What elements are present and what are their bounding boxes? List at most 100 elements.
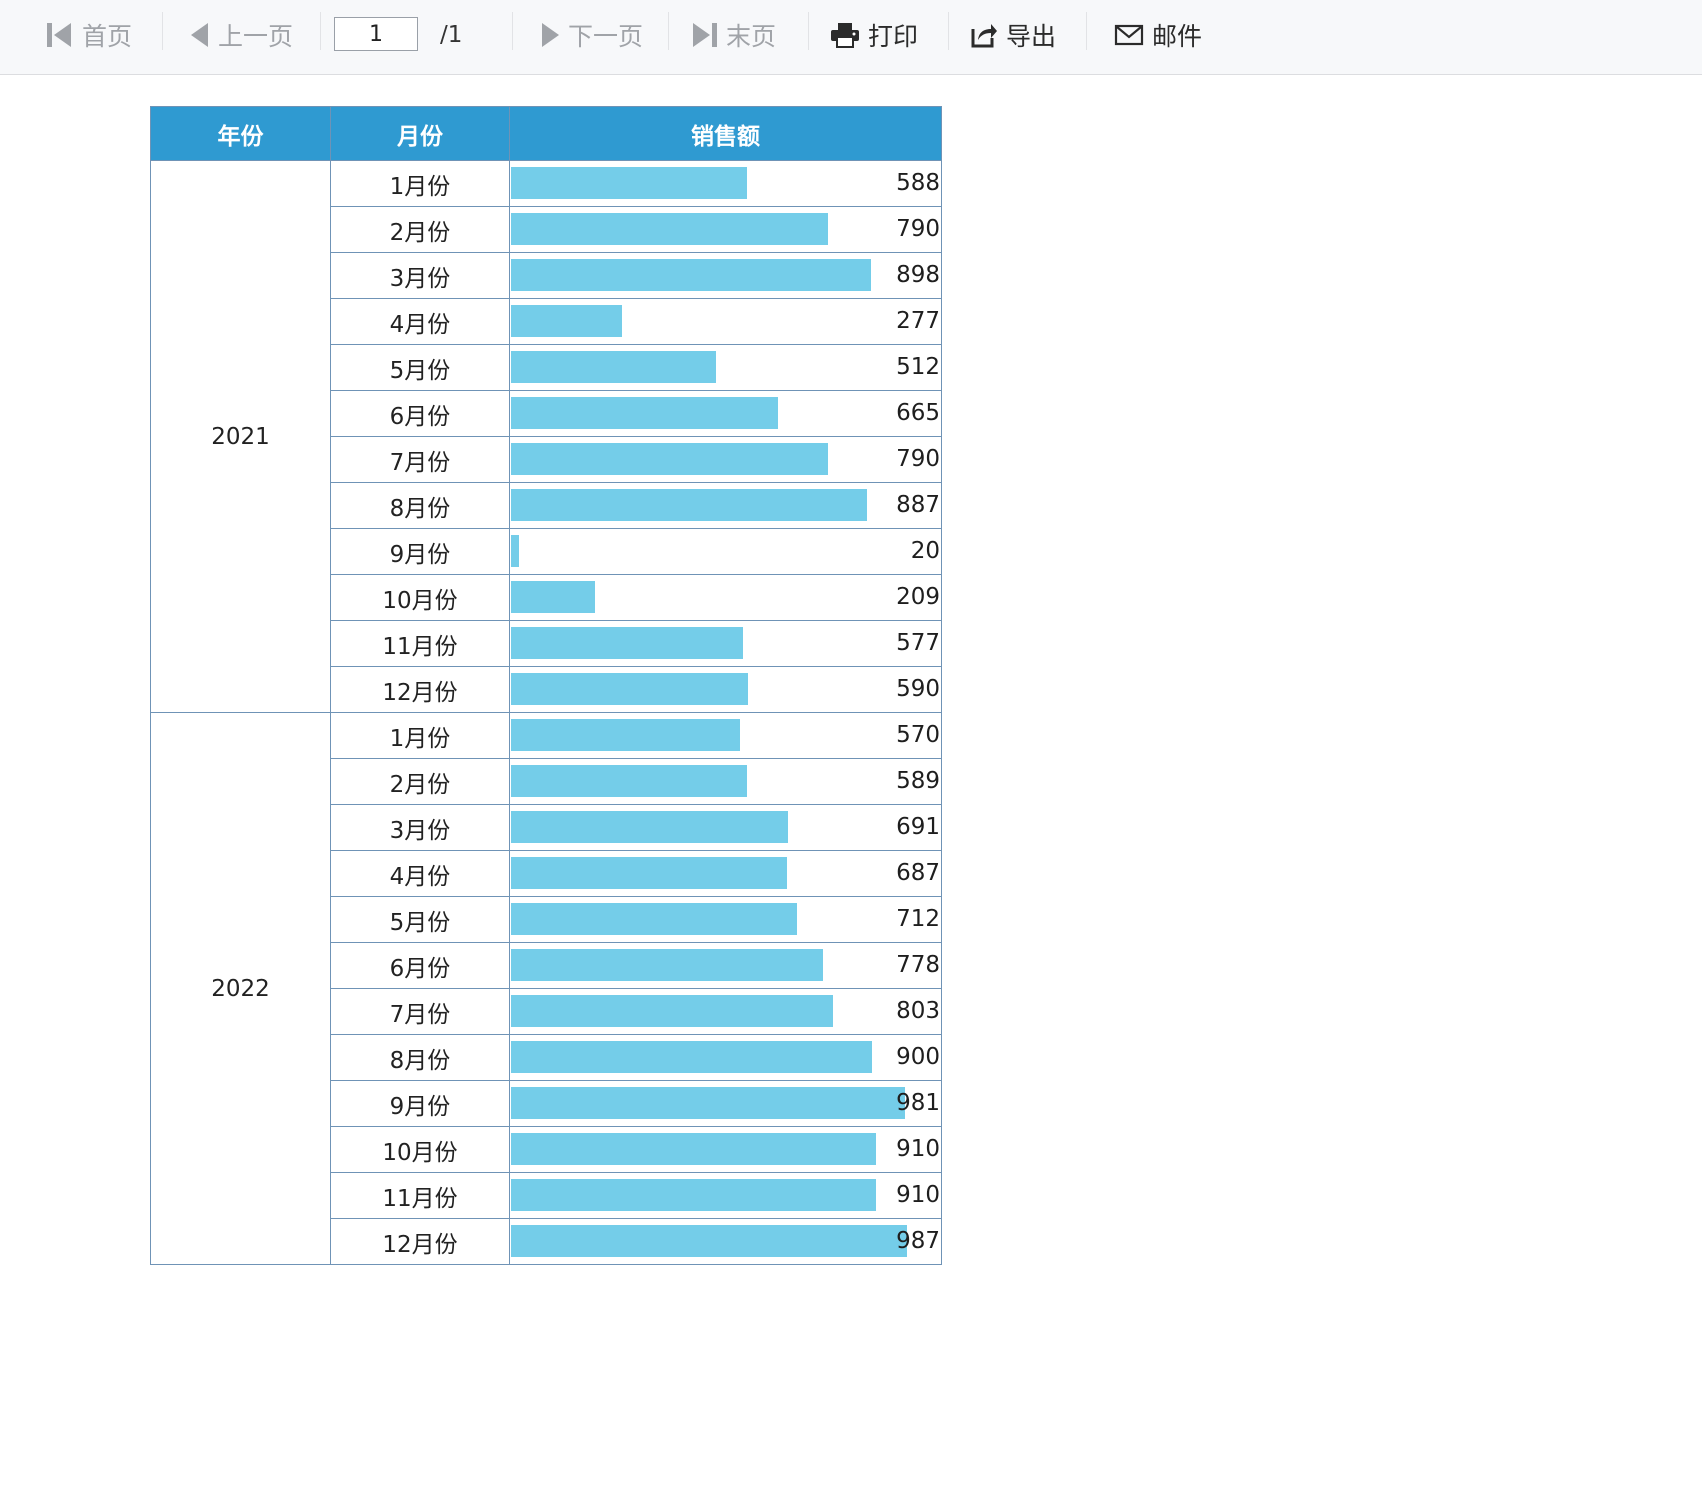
month-cell: 5月份 <box>330 344 510 391</box>
sales-bar <box>511 995 833 1027</box>
sales-value: 665 <box>896 400 940 426</box>
sales-value: 790 <box>896 446 940 472</box>
first-page-icon <box>46 20 74 50</box>
sales-cell: 887 <box>509 482 942 529</box>
prev-page-icon <box>190 20 210 50</box>
sales-bar <box>511 535 519 567</box>
month-cell: 7月份 <box>330 988 510 1035</box>
sales-value: 778 <box>896 952 940 978</box>
sales-bar <box>511 765 747 797</box>
table-row: 7月份 803 <box>151 988 942 1035</box>
sales-value: 900 <box>896 1044 940 1070</box>
sales-value: 590 <box>896 676 940 702</box>
table-row: 2月份 589 <box>151 758 942 805</box>
sales-bar <box>511 167 747 199</box>
table-row: 2021 1月份 588 <box>150 160 942 713</box>
next-page-icon <box>540 20 560 50</box>
prev-page-button[interactable]: 上一页 <box>190 0 293 70</box>
sales-bar <box>511 581 595 613</box>
last-page-button[interactable]: 末页 <box>690 0 776 70</box>
toolbar-divider <box>162 12 163 50</box>
export-icon <box>970 21 998 49</box>
printer-icon <box>830 22 860 48</box>
sales-bar <box>511 351 716 383</box>
sales-value: 209 <box>896 584 940 610</box>
month-cell: 2月份 <box>330 758 510 805</box>
sales-cell: 712 <box>509 896 942 943</box>
email-button[interactable]: 邮件 <box>1114 0 1202 70</box>
sales-bar <box>511 673 748 705</box>
sales-bar <box>511 305 622 337</box>
sales-bar <box>511 259 871 291</box>
sales-value: 687 <box>896 860 940 886</box>
last-page-icon <box>690 20 718 50</box>
sales-cell: 898 <box>509 252 942 299</box>
month-cell: 1月份 <box>330 160 510 207</box>
sales-report-table: 年份 月份 销售额 2021 1月份 588 2月份 790 3月份 898 4月份 277 5月… <box>150 106 942 1265</box>
page-number-input[interactable] <box>334 17 418 51</box>
sales-bar <box>511 949 823 981</box>
table-row: 8月份 900 <box>151 1034 942 1081</box>
sales-value: 512 <box>896 354 940 380</box>
export-button[interactable]: 导出 <box>970 0 1056 70</box>
sales-bar <box>511 1087 905 1119</box>
toolbar-divider <box>948 12 949 50</box>
table-row: 8月份 887 <box>151 482 942 529</box>
sales-bar <box>511 903 797 935</box>
sales-cell: 277 <box>509 298 942 345</box>
sales-value: 691 <box>896 814 940 840</box>
month-cell: 4月份 <box>330 298 510 345</box>
last-page-label: 末页 <box>726 22 777 51</box>
email-label: 邮件 <box>1152 22 1203 51</box>
toolbar-divider <box>1086 12 1087 50</box>
sales-cell: 590 <box>509 666 942 713</box>
table-row: 11月份 577 <box>151 620 942 667</box>
month-cell: 9月份 <box>330 528 510 575</box>
next-page-button[interactable]: 下一页 <box>540 0 643 70</box>
month-cell: 11月份 <box>330 620 510 667</box>
month-cell: 6月份 <box>330 942 510 989</box>
month-cell: 4月份 <box>330 850 510 897</box>
header-sales: 销售额 <box>509 106 942 161</box>
print-label: 打印 <box>868 22 919 51</box>
sales-cell: 778 <box>509 942 942 989</box>
month-cell: 2月份 <box>330 206 510 253</box>
table-row: 10月份 910 <box>151 1126 942 1173</box>
sales-bar <box>511 627 743 659</box>
table-row: 2022 1月份 570 <box>150 712 942 1265</box>
sales-bar <box>511 489 867 521</box>
table-row: 5月份 512 <box>151 344 942 391</box>
sales-cell: 20 <box>509 528 942 575</box>
mail-icon <box>1114 23 1144 47</box>
sales-value: 712 <box>896 906 940 932</box>
month-cell: 7月份 <box>330 436 510 483</box>
first-page-label: 首页 <box>82 22 133 51</box>
sales-value: 987 <box>896 1228 940 1254</box>
page-total: /1 <box>440 22 463 48</box>
month-cell: 10月份 <box>330 574 510 621</box>
header-month: 月份 <box>330 106 510 161</box>
table-row: 7月份 790 <box>151 436 942 483</box>
first-page-button[interactable]: 首页 <box>46 0 132 70</box>
sales-bar <box>511 443 828 475</box>
sales-cell: 910 <box>509 1126 942 1173</box>
month-cell: 8月份 <box>330 1034 510 1081</box>
month-cell: 3月份 <box>330 252 510 299</box>
year-cell: 2021 <box>150 160 331 713</box>
table-row: 11月份 910 <box>151 1172 942 1219</box>
sales-value: 570 <box>896 722 940 748</box>
sales-value: 887 <box>896 492 940 518</box>
sales-cell: 790 <box>509 206 942 253</box>
sales-cell: 900 <box>509 1034 942 1081</box>
sales-cell: 665 <box>509 390 942 437</box>
prev-page-label: 上一页 <box>218 22 294 51</box>
sales-value: 981 <box>896 1090 940 1116</box>
toolbar-divider <box>512 12 513 50</box>
table-row: 9月份 981 <box>151 1080 942 1127</box>
sales-cell: 589 <box>509 758 942 805</box>
print-button[interactable]: 打印 <box>830 0 918 70</box>
sales-value: 277 <box>896 308 940 334</box>
sales-bar <box>511 719 740 751</box>
sales-value: 910 <box>896 1136 940 1162</box>
month-cell: 12月份 <box>330 1218 510 1265</box>
